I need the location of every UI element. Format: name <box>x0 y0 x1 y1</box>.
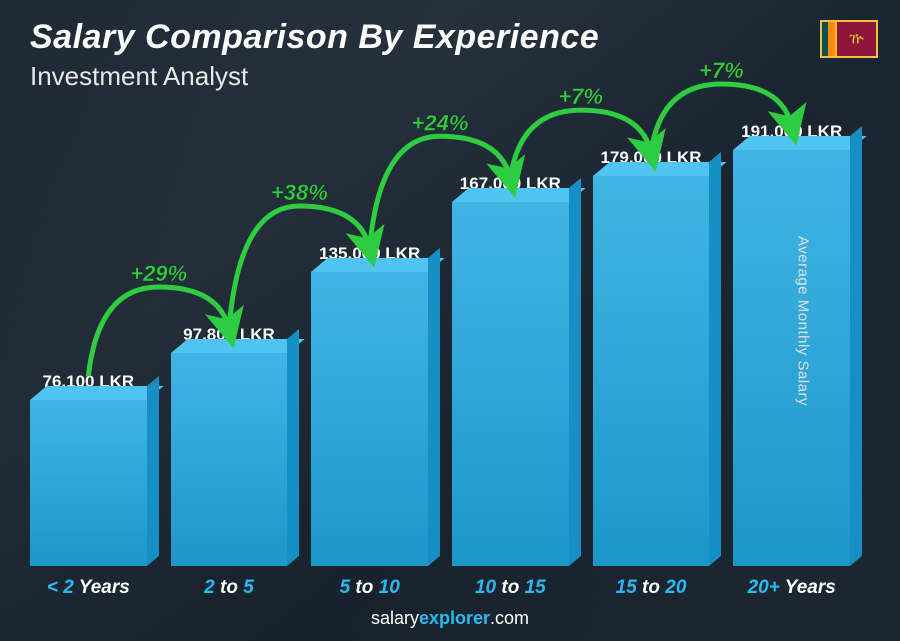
y-axis-label: Average Monthly Salary <box>795 236 812 406</box>
bar-chart: 76,100 LKR97,800 LKR135,000 LKR167,000 L… <box>30 120 850 566</box>
flag-lion-icon: ዅ <box>849 31 864 48</box>
x-axis-label: 20+ Years <box>733 577 850 599</box>
x-axis: < 2 Years 2 to 5 5 to 10 10 to 15 15 to 20 2… <box>30 577 850 599</box>
brand-prefix: salary <box>371 608 419 628</box>
x-axis-label: 10 to 15 <box>452 577 569 599</box>
x-axis-label: < 2 Years <box>30 577 147 599</box>
brand-suffix: explorer <box>419 608 490 628</box>
footer-brand: salaryexplorer.com <box>0 608 900 629</box>
bar-group: 167,000 LKR <box>452 174 569 566</box>
bar-group: 76,100 LKR <box>30 372 147 566</box>
brand-domain: .com <box>490 608 529 628</box>
flag-panel-maroon: ዅ <box>835 22 876 56</box>
x-axis-label: 2 to 5 <box>171 577 288 599</box>
bar <box>452 202 569 566</box>
bar <box>733 150 850 566</box>
x-axis-label: 5 to 10 <box>311 577 428 599</box>
bar-group: 135,000 LKR <box>311 244 428 566</box>
bar <box>171 353 288 566</box>
bar <box>593 176 710 566</box>
bar-group: 179,000 LKR <box>593 148 710 566</box>
country-flag-icon: ዅ <box>820 20 878 58</box>
page-title: Salary Comparison By Experience <box>30 18 870 57</box>
bar <box>311 272 428 566</box>
page-subtitle: Investment Analyst <box>30 61 870 92</box>
bar-group: 97,800 LKR <box>171 325 288 566</box>
bar <box>30 400 147 566</box>
header: Salary Comparison By Experience Investme… <box>30 18 870 92</box>
bar-group: 191,000 LKR <box>733 122 850 566</box>
x-axis-label: 15 to 20 <box>593 577 710 599</box>
